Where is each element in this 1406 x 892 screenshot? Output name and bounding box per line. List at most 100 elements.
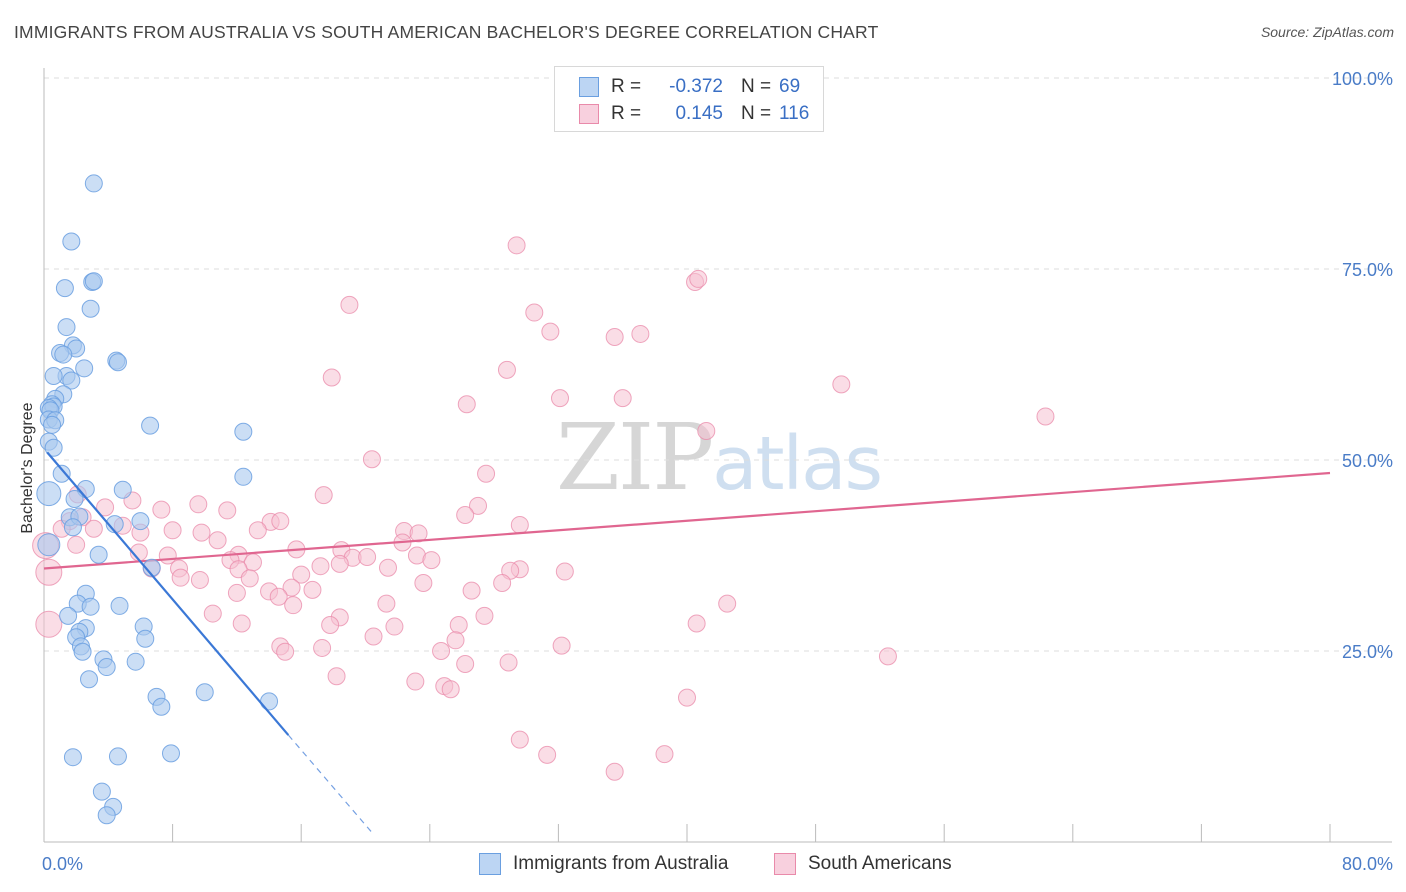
data-point-south-americans (362, 450, 381, 469)
data-point-south-americans (689, 269, 708, 288)
data-point-south-americans (377, 594, 396, 613)
legend-row-south-americans: R = 0.145 N = 116 (579, 103, 819, 125)
data-point-south-americans (678, 688, 696, 707)
data-point-south-americans (35, 558, 63, 586)
data-point-australia (59, 606, 78, 625)
data-point-south-americans (67, 535, 86, 554)
data-point-south-americans (613, 389, 632, 408)
legend-n-value: 116 (779, 103, 810, 124)
data-point-south-americans (441, 680, 460, 699)
data-point-south-americans (96, 498, 115, 517)
data-point-south-americans (525, 303, 544, 322)
data-point-south-americans (321, 616, 340, 635)
x-tick-label: 80.0% (1342, 854, 1393, 874)
data-point-south-americans (276, 642, 295, 661)
legend-swatch-pink (579, 104, 599, 124)
data-point-south-americans (208, 531, 227, 550)
data-point-south-americans (190, 570, 209, 589)
bottom-legend-label: Immigrants from Australia (513, 853, 729, 874)
data-point-australia (73, 642, 92, 661)
y-tick-label: 25.0% (1342, 642, 1393, 662)
y-tick-label: 75.0% (1342, 260, 1393, 280)
data-point-south-americans (493, 574, 512, 593)
data-point-south-americans (552, 636, 571, 655)
data-point-south-americans (330, 554, 349, 573)
legend-r-label: R = (611, 76, 642, 97)
chart-title: IMMIGRANTS FROM AUSTRALIA VS SOUTH AMERI… (14, 22, 879, 42)
data-point-south-americans (446, 631, 465, 650)
data-point-south-americans (510, 730, 529, 749)
data-point-south-americans (35, 610, 63, 638)
legend-r-value: 0.145 (675, 103, 723, 124)
data-point-south-americans (605, 762, 624, 781)
legend-n-value: 69 (779, 76, 801, 97)
data-point-south-americans (192, 523, 211, 542)
bottom-legend-south-americans: South Americans (774, 852, 952, 876)
data-point-australia (62, 232, 81, 251)
data-point-south-americans (551, 389, 570, 408)
data-point-australia (136, 629, 155, 648)
data-point-south-americans (218, 501, 237, 520)
data-point-south-americans (449, 616, 468, 635)
data-point-australia (92, 782, 111, 801)
data-point-south-americans (358, 548, 377, 567)
data-point-australia (126, 652, 145, 671)
data-point-south-americans (687, 614, 706, 633)
data-point-australia (97, 806, 116, 825)
data-point-south-americans (541, 322, 560, 341)
data-point-australia (260, 692, 279, 711)
data-point-south-americans (282, 578, 301, 597)
data-point-australia (108, 747, 127, 766)
data-point-south-americans (327, 667, 346, 686)
data-point-australia (141, 416, 160, 435)
data-point-south-americans (313, 638, 332, 657)
data-point-south-americans (414, 574, 433, 593)
data-point-south-americans (718, 594, 737, 613)
legend-r-value: -0.372 (669, 76, 723, 97)
data-point-south-americans (507, 236, 526, 255)
data-point-south-americans (422, 551, 441, 570)
data-point-south-americans (456, 654, 475, 673)
data-point-south-americans (497, 360, 516, 379)
data-point-australia (131, 512, 150, 531)
legend-n-label: N = (741, 76, 772, 97)
data-point-australia (37, 533, 61, 557)
data-point-australia (195, 683, 214, 702)
data-point-south-americans (631, 324, 650, 343)
data-point-south-americans (240, 569, 259, 588)
data-point-south-americans (385, 617, 404, 636)
data-point-australia (57, 318, 76, 337)
data-point-south-americans (477, 464, 496, 483)
data-point-south-americans (84, 519, 103, 538)
data-point-south-americans (406, 672, 425, 691)
data-point-south-americans (379, 558, 398, 577)
data-point-south-americans (475, 606, 494, 625)
data-point-australia (54, 345, 73, 364)
data-point-australia (80, 670, 99, 689)
data-point-south-americans (457, 395, 476, 414)
data-point-south-americans (340, 295, 359, 314)
data-point-australia (44, 366, 63, 385)
data-point-australia (63, 748, 82, 767)
data-point-australia (161, 744, 180, 763)
data-point-south-americans (605, 327, 624, 346)
data-point-south-americans (409, 524, 428, 543)
data-point-south-americans (271, 512, 290, 531)
data-point-australia (75, 359, 94, 378)
data-point-south-americans (469, 496, 488, 515)
data-point-south-americans (232, 614, 251, 633)
data-point-australia (110, 596, 129, 615)
data-point-australia (63, 518, 82, 537)
trendline-australia-extension (287, 734, 374, 835)
data-point-south-americans (510, 515, 529, 534)
data-point-australia (234, 467, 253, 486)
data-point-australia (84, 272, 103, 291)
data-point-south-americans (697, 421, 716, 440)
watermark: ZIPatlas (556, 404, 883, 511)
data-point-australia (43, 415, 62, 434)
data-point-south-americans (227, 583, 246, 602)
data-point-south-americans (189, 495, 208, 514)
data-point-south-americans (311, 557, 330, 576)
data-point-south-americans (432, 642, 451, 660)
